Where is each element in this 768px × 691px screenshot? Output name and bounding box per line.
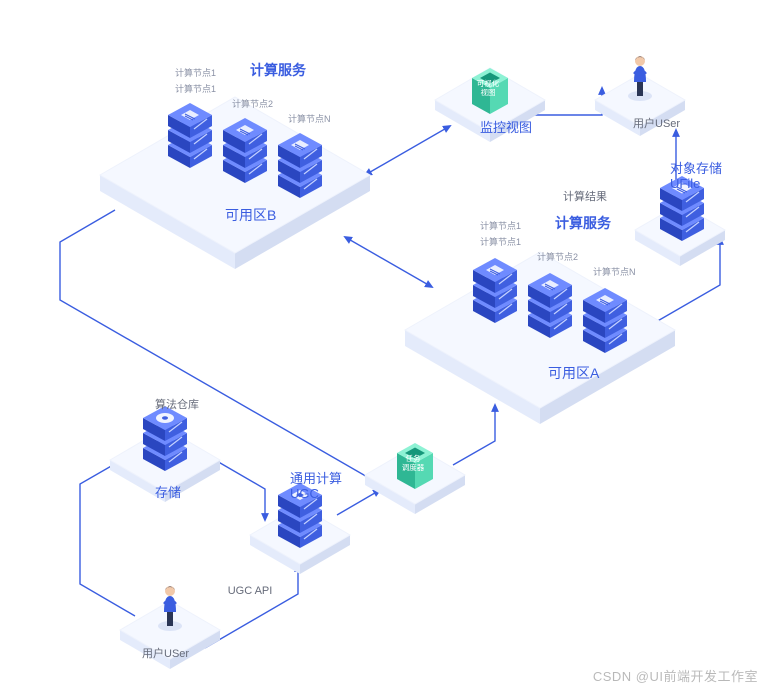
cube-label: 任务	[406, 453, 421, 463]
server-stack	[583, 288, 627, 353]
label: 通用计算	[290, 471, 342, 486]
label: UGC API	[228, 585, 273, 597]
label: UGC	[290, 486, 319, 501]
server-stack	[168, 103, 212, 168]
server-stack	[528, 273, 572, 338]
edge	[337, 490, 380, 515]
edge	[215, 460, 265, 520]
label: 计算服务	[555, 215, 612, 231]
cube-label: 可视化	[477, 78, 500, 88]
label: 计算节点1	[175, 83, 216, 94]
server-stack	[473, 258, 517, 323]
architecture-diagram: 计算结果UGC API计算服务计算节点1计算节点1计算节点2计算节点N可用区B计…	[0, 0, 768, 691]
label: 可用区A	[548, 365, 600, 381]
cube-label: 视图	[481, 87, 496, 97]
label: 用户USer	[633, 116, 680, 130]
cube-label: 调度器	[402, 462, 425, 472]
label: 计算节点2	[232, 98, 273, 109]
edge	[365, 126, 450, 175]
label: UFile	[670, 176, 700, 191]
edge	[80, 461, 135, 616]
label: 计算节点N	[593, 266, 636, 277]
server-stack	[278, 133, 322, 198]
label: 用户USer	[142, 646, 189, 660]
label: 计算节点1	[175, 67, 216, 78]
label: 计算节点1	[480, 220, 521, 231]
edge	[453, 405, 495, 465]
label: 计算结果	[563, 189, 607, 203]
label: 对象存储	[670, 161, 722, 176]
label: 监控视图	[480, 120, 532, 135]
label: 算法仓库	[155, 397, 199, 411]
label: 计算节点2	[537, 251, 578, 262]
watermark: CSDN @UI前端开发工作室	[593, 666, 758, 685]
label: 可用区B	[225, 207, 276, 223]
edge	[345, 237, 432, 287]
server-stack	[223, 118, 267, 183]
platform	[405, 252, 675, 424]
label: 计算节点N	[288, 113, 331, 124]
label: 计算节点1	[480, 236, 521, 247]
server-stack	[143, 406, 187, 471]
label: 存储	[155, 485, 181, 500]
label: 计算服务	[250, 62, 307, 78]
